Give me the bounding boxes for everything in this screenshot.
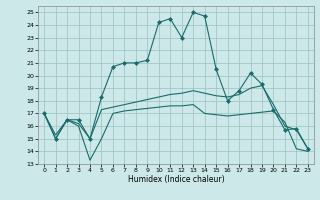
X-axis label: Humidex (Indice chaleur): Humidex (Indice chaleur) <box>128 175 224 184</box>
